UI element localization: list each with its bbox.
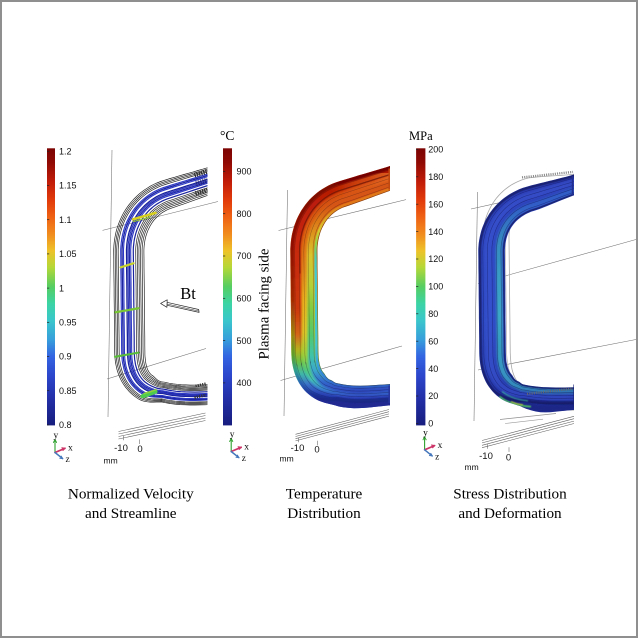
svg-text:1.05: 1.05 [59, 249, 77, 259]
svg-text:z: z [66, 455, 70, 465]
svg-text:-10: -10 [114, 443, 128, 454]
svg-text:1: 1 [59, 283, 64, 293]
svg-text:y: y [54, 431, 59, 441]
svg-text:140: 140 [428, 227, 443, 237]
svg-text:-10: -10 [479, 451, 493, 462]
svg-text:mm: mm [465, 462, 479, 472]
svg-text:Stress Distribution: Stress Distribution [453, 485, 567, 502]
svg-text:y: y [423, 428, 428, 438]
svg-text:z: z [242, 454, 246, 464]
svg-text:MPa: MPa [409, 129, 433, 143]
svg-text:1.15: 1.15 [59, 181, 77, 191]
svg-text:mm: mm [104, 456, 118, 466]
svg-text:0: 0 [428, 419, 433, 429]
svg-text:700: 700 [237, 251, 252, 261]
svg-text:z: z [435, 452, 439, 462]
svg-text:180: 180 [428, 172, 443, 182]
svg-text:120: 120 [428, 254, 443, 264]
svg-text:Temperature: Temperature [286, 485, 363, 502]
svg-text:°C: °C [220, 128, 234, 143]
svg-text:160: 160 [428, 199, 443, 209]
svg-text:900: 900 [237, 167, 252, 177]
svg-text:400: 400 [237, 378, 252, 388]
svg-text:Normalized Velocity: Normalized Velocity [68, 485, 194, 502]
svg-text:0.85: 0.85 [59, 386, 77, 396]
svg-text:Plasma facing side: Plasma facing side [257, 249, 273, 360]
svg-text:0: 0 [314, 445, 319, 456]
svg-text:-10: -10 [291, 443, 305, 454]
svg-text:Distribution: Distribution [287, 505, 361, 522]
svg-text:80: 80 [428, 309, 438, 319]
svg-text:x: x [68, 444, 73, 454]
svg-text:and Deformation: and Deformation [458, 505, 562, 522]
svg-text:1.2: 1.2 [59, 147, 72, 157]
svg-text:20: 20 [428, 391, 438, 401]
svg-text:x: x [438, 441, 443, 451]
svg-text:600: 600 [237, 294, 252, 304]
svg-text:40: 40 [428, 364, 438, 374]
svg-text:60: 60 [428, 336, 438, 346]
svg-text:100: 100 [428, 282, 443, 292]
svg-text:Bt: Bt [180, 284, 196, 303]
svg-text:0: 0 [137, 444, 142, 455]
svg-text:mm: mm [280, 454, 294, 464]
svg-text:500: 500 [237, 336, 252, 346]
svg-text:0.8: 0.8 [59, 420, 72, 430]
svg-text:1.1: 1.1 [59, 215, 72, 225]
svg-text:0.9: 0.9 [59, 352, 72, 362]
svg-text:and Streamline: and Streamline [85, 505, 177, 522]
svg-text:0: 0 [506, 453, 511, 464]
svg-text:0.95: 0.95 [59, 318, 77, 328]
svg-text:x: x [244, 443, 249, 453]
svg-text:800: 800 [237, 209, 252, 219]
svg-text:200: 200 [428, 145, 443, 155]
svg-text:y: y [230, 430, 235, 440]
